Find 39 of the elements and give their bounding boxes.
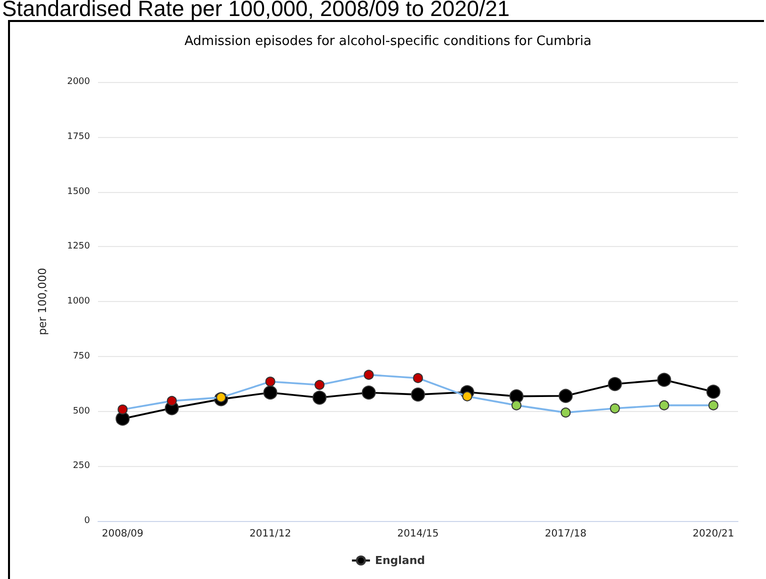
point: [659, 400, 670, 410]
y-tick-label: 1250: [67, 242, 90, 252]
x-tick-label: 2020/21: [692, 528, 734, 540]
x-tick-label: 2017/18: [544, 528, 586, 540]
point: [413, 373, 423, 384]
y-tick-label: 1750: [67, 132, 90, 142]
point: [364, 370, 374, 380]
point: [263, 386, 278, 400]
y-tick-label: 2000: [67, 77, 90, 87]
point: [411, 388, 425, 402]
legend-label: England: [374, 554, 426, 567]
x-tick-label: 2008/09: [102, 528, 144, 540]
y-tick-label: 1000: [67, 296, 90, 306]
point: [265, 376, 276, 387]
point: [314, 380, 325, 390]
y-tick-label: 1500: [67, 186, 90, 197]
point: [558, 388, 573, 403]
y-tick-label: 250: [72, 461, 90, 472]
point: [610, 403, 620, 414]
point: [706, 384, 720, 399]
point: [511, 400, 522, 410]
chart-title: Standardised Rate per 100,000, 2008/09 to 2020/21: [2, 0, 510, 22]
point: [509, 389, 524, 404]
y-tick-label: 500: [72, 406, 90, 416]
point: [657, 372, 672, 387]
point: [608, 377, 622, 392]
point: [312, 390, 327, 405]
x-tick-label: 2014/15: [397, 528, 439, 540]
point: [118, 404, 128, 414]
point: [560, 408, 571, 418]
y-axis-title: per 100,000: [36, 268, 49, 336]
point: [362, 386, 376, 400]
point: [708, 400, 718, 410]
chart-subtitle: Admission episodes for alcohol-specific conditions for Cumbria: [184, 34, 592, 49]
y-tick-label: 0: [84, 516, 90, 526]
y-tick-label: 750: [72, 351, 90, 362]
point: [116, 412, 130, 426]
point: [166, 396, 177, 406]
x-tick-label: 2011/12: [250, 528, 292, 540]
